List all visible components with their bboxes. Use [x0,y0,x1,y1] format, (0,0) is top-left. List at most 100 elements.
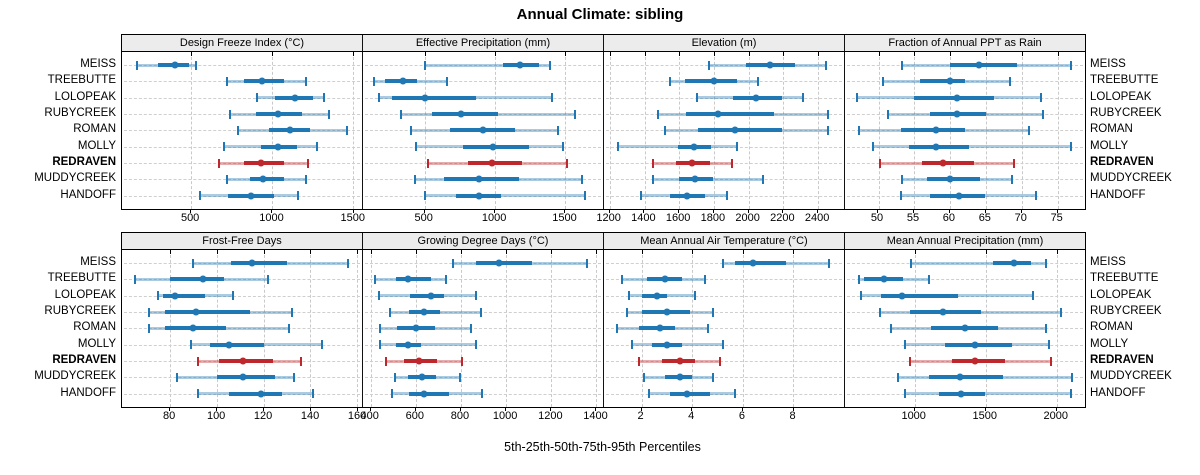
panel-body [845,250,1085,407]
percentile-cap-95th [346,258,349,268]
axis-tick-label: 2400 [804,212,830,225]
site-label: ROMAN [1090,123,1133,136]
percentile-cap-5th [652,174,655,184]
percentile-cap-95th [194,60,197,70]
site-label: LOLOPEAK [1090,90,1152,103]
row-gridline [124,65,360,67]
axis-tick-top [692,250,694,254]
percentile-cap-95th [557,125,560,135]
percentile-cap-5th [897,372,900,382]
site-label: RUBYCREEK [1090,106,1162,119]
median-dot [489,143,497,151]
percentile-cap-95th [1035,191,1038,201]
axis-tick-label: 60 [942,212,956,225]
axis-tick [877,209,879,214]
median-dot [257,390,265,398]
percentile-cap-5th [384,356,387,366]
percentile-cap-5th [414,142,417,152]
site-label: MUDDYCREEK [34,172,116,185]
percentile-cap-95th [322,93,325,103]
row-gridline [847,279,1083,281]
median-dot [418,373,426,381]
panel-body [604,250,845,407]
row-gridline [124,295,360,297]
percentile-cap-95th [480,389,483,399]
site-label: RUBYCREEK [44,106,116,119]
percentile-cap-5th [135,60,138,70]
axis-tick-label: 1500 [340,212,366,225]
percentile-cap-95th [827,109,830,119]
median-dot [710,77,718,85]
axis-tick-top [986,52,988,56]
percentile-cap-5th [899,191,902,201]
site-label: REDRAVEN [52,353,116,366]
axis-tick-top [1021,52,1023,56]
median-dot [475,192,483,200]
percentile-cap-5th [901,174,904,184]
percentile-box-25-75 [920,79,966,84]
percentile-cap-95th [566,158,569,168]
percentile-cap-5th [904,340,907,350]
percentile-cap-95th [296,191,299,201]
percentile-cap-95th [300,356,303,366]
axis-tick [369,407,371,412]
percentile-cap-95th [761,174,764,184]
site-labels-right-top: MEISS TREEBUTTE LOLOPEAK RUBYCREEK ROMAN MOLL… [1090,56,1200,203]
percentile-box-25-75 [922,161,974,166]
percentile-band-5-95 [424,194,586,198]
median-dot [752,94,760,102]
site-label: MEISS [1090,58,1126,70]
panel-body [363,250,604,407]
site-label: LOLOPEAK [54,90,116,103]
panel-axis: 80 100 120 140 160 [121,407,366,425]
percentile-cap-5th [390,389,393,399]
median-dot [749,259,757,267]
percentile-box-25-75 [391,95,476,100]
axis-tick-top [1056,250,1058,254]
percentile-cap-95th [1045,258,1048,268]
percentile-box-25-75 [250,177,285,182]
percentile-cap-95th [562,142,564,152]
axis-tick-label: 1000 [901,410,926,423]
axis-tick-top [748,52,750,56]
median-dot [714,110,721,118]
percentile-cap-5th [228,109,231,119]
axis-tick-top [641,250,643,254]
row-gridline [365,65,601,67]
percentile-cap-5th [620,274,623,284]
panel-strip: Frost-Free Days [122,233,363,249]
percentile-cap-5th [133,274,136,284]
panel-strip: Elevation (m) [604,35,845,51]
median-dot [932,143,940,151]
percentile-cap-95th [1042,109,1045,119]
axis-tick-label: 4 [688,410,695,423]
percentile-band-5-95 [617,145,737,149]
percentile-cap-5th [379,323,382,333]
site-label: ROMAN [73,123,116,136]
site-label: MOLLY [77,139,116,152]
axis-tick-label: 8 [789,410,796,423]
axis-tick [216,407,218,412]
percentile-cap-5th [192,258,195,268]
median-dot [932,126,940,134]
percentile-cap-5th [147,307,150,317]
percentile-cap-95th [1060,307,1063,317]
median-dot [495,259,503,267]
median-dot [248,259,256,267]
percentile-cap-95th [305,174,308,184]
percentile-cap-5th [668,76,671,86]
percentile-box-25-75 [165,310,250,315]
percentile-cap-95th [693,291,696,301]
percentile-cap-95th [573,109,576,119]
percentile-cap-95th [711,307,714,317]
percentile-cap-5th [656,109,659,119]
axis-tick-top [190,52,192,56]
row-gridline [124,328,360,330]
percentile-cap-95th [267,274,270,284]
axis-tick-top [610,52,612,56]
percentile-cap-95th [474,340,477,350]
percentile-cap-5th [379,340,382,350]
row-gridline [606,163,842,165]
percentile-cap-95th [1070,142,1073,152]
